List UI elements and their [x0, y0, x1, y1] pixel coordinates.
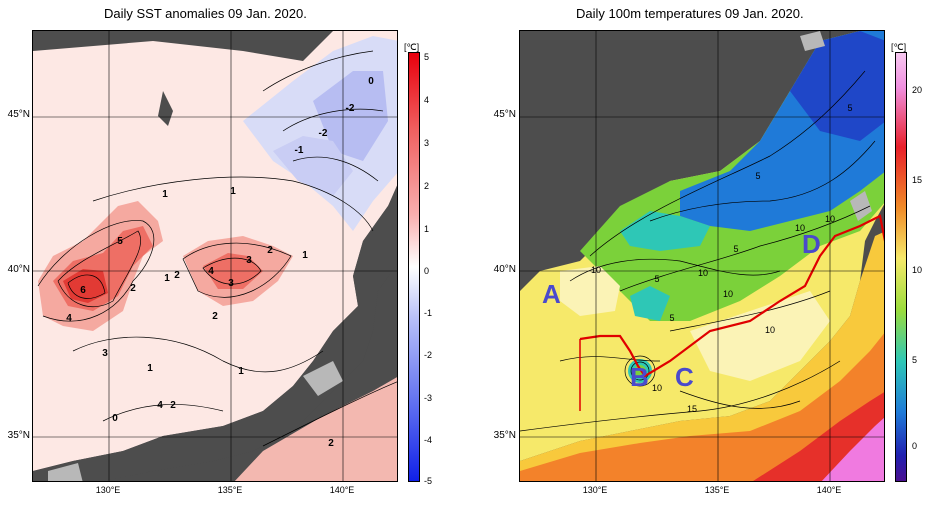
contour-label: 1	[230, 186, 236, 197]
left-panel-title: Daily SST anomalies 09 Jan. 2020.	[104, 6, 307, 21]
lat-label: 35°N	[493, 430, 516, 441]
temperature-colorbar	[895, 52, 907, 482]
contour-label: 3	[246, 255, 252, 266]
contour-label: 5	[847, 103, 852, 113]
right-panel-title: Daily 100m temperatures 09 Jan. 2020.	[576, 6, 804, 21]
contour-label: -1	[295, 145, 304, 156]
colorbar-tick: 5	[912, 355, 918, 365]
contour-label: 0	[112, 413, 118, 424]
temperature-100m-map: 5 5 5 5 10 10 10 10 10 10 15 5 10 A B C …	[519, 30, 885, 482]
contour-label: 10	[795, 223, 805, 233]
contour-label: 4	[157, 400, 163, 411]
contour-label: -2	[346, 103, 355, 114]
colorbar-tick: -4	[424, 435, 433, 445]
region-marker-c: C	[675, 362, 694, 392]
contour-label: 2	[174, 270, 180, 281]
contour-label: 10	[825, 214, 835, 224]
colorbar-tick: 5	[424, 52, 430, 62]
contour-label: 3	[102, 348, 108, 359]
lon-label: 135°E	[704, 485, 730, 495]
colorbar-tick: -2	[424, 350, 433, 360]
contour-label: -2	[319, 128, 328, 139]
lat-label: 45°N	[493, 109, 516, 120]
sst-anomaly-map: 6 5 4 4 3 3 3 2 2 2 2 1 1 1 1 1 0 0 -1 -…	[32, 30, 398, 482]
contour-label: 5	[117, 236, 123, 247]
contour-label: 10	[723, 289, 733, 299]
colorbar-tick: 1	[424, 224, 430, 234]
contour-label: 3	[228, 278, 234, 289]
region-marker-b: B	[630, 362, 649, 392]
lat-label: 40°N	[7, 264, 30, 275]
contour-label: 10	[591, 265, 601, 275]
contour-label: 15	[687, 404, 697, 414]
lon-label: 140°E	[816, 485, 842, 495]
contour-label: 5	[733, 244, 738, 254]
right-colorbar-unit: [℃]	[891, 42, 907, 52]
colorbar-tick: -1	[424, 308, 433, 318]
lat-label: 45°N	[7, 109, 30, 120]
contour-label: 10	[765, 325, 775, 335]
colorbar-tick: 4	[424, 95, 430, 105]
contour-label: 5	[654, 274, 659, 284]
colorbar-tick: 0	[424, 266, 430, 276]
colorbar-tick: 3	[424, 138, 430, 148]
colorbar-tick: -3	[424, 393, 433, 403]
contour-label: 2	[170, 400, 176, 411]
contour-label: 5	[755, 171, 760, 181]
lon-label: 140°E	[329, 485, 355, 495]
contour-label: 4	[66, 313, 72, 324]
colorbar-tick: 2	[424, 181, 430, 191]
contour-label: 6	[80, 285, 86, 296]
lat-label: 40°N	[493, 264, 516, 275]
contour-label: 2	[267, 245, 273, 256]
contour-label: 10	[652, 383, 662, 393]
contour-label: 1	[238, 366, 244, 377]
contour-label: 0	[368, 76, 374, 87]
contour-label: 1	[164, 273, 170, 284]
colorbar-tick: -5	[424, 476, 433, 486]
colorbar-tick: 0	[912, 441, 918, 451]
contour-label: 2	[212, 311, 218, 322]
colorbar-tick: 20	[912, 85, 923, 95]
contour-label: 2	[130, 283, 136, 294]
contour-label: 5	[669, 313, 674, 323]
contour-label: 1	[302, 250, 308, 261]
colorbar-tick: 10	[912, 265, 923, 275]
region-marker-d: D	[802, 229, 821, 259]
contour-label: 10	[698, 268, 708, 278]
region-marker-a: A	[542, 279, 561, 309]
contour-label: 1	[147, 363, 153, 374]
contour-label: 4	[208, 266, 214, 277]
lon-label: 130°E	[582, 485, 608, 495]
lon-label: 135°E	[217, 485, 243, 495]
sst-anomaly-colorbar	[408, 52, 420, 482]
lat-label: 35°N	[7, 430, 30, 441]
lon-label: 130°E	[95, 485, 121, 495]
left-colorbar-unit: [℃]	[404, 42, 420, 52]
contour-label: 2	[328, 438, 334, 449]
contour-label: 1	[162, 189, 168, 200]
colorbar-tick: 15	[912, 175, 923, 185]
